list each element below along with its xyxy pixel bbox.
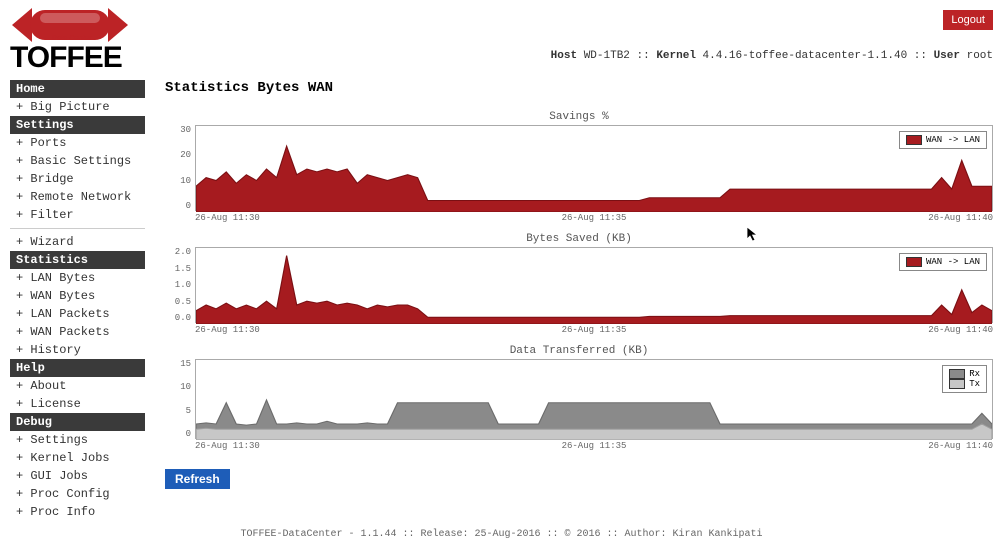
y-axis: 0.00.51.01.52.0 xyxy=(165,247,195,323)
nav-item[interactable]: + Proc Info xyxy=(10,503,145,521)
nav-item[interactable]: + Remote Network xyxy=(10,188,145,206)
chart-plot: WAN -> LAN xyxy=(195,247,993,323)
logo: Data-Center TOFFEE xyxy=(10,5,150,75)
nav-divider xyxy=(10,228,145,229)
logo-subtitle: Data-Center xyxy=(52,35,92,42)
x-axis: 26-Aug 11:3026-Aug 11:3526-Aug 11:40 xyxy=(195,213,993,223)
y-axis: 051015 xyxy=(165,359,195,439)
logo-text: TOFFEE xyxy=(10,41,150,75)
chart-legend: WAN -> LAN xyxy=(899,253,987,271)
page-title: Statistics Bytes WAN xyxy=(165,80,993,96)
nav-item[interactable]: + Filter xyxy=(10,206,145,224)
nav-item[interactable]: + Settings xyxy=(10,431,145,449)
nav-section-header: Home xyxy=(10,80,145,98)
refresh-button[interactable]: Refresh xyxy=(165,469,230,489)
chart-legend: RxTx xyxy=(942,365,987,393)
host-info: Host WD-1TB2 :: Kernel 4.4.16-toffee-dat… xyxy=(551,50,993,62)
chart-legend: WAN -> LAN xyxy=(899,131,987,149)
chart: Data Transferred (KB) 051015 RxTx 26-Aug 11… xyxy=(165,345,993,451)
nav-section-header: Statistics xyxy=(10,251,145,269)
x-axis: 26-Aug 11:3026-Aug 11:3526-Aug 11:40 xyxy=(195,325,993,335)
footer: TOFFEE-DataCenter - 1.1.44 :: Release: 2… xyxy=(0,521,1003,548)
chart-title: Bytes Saved (KB) xyxy=(165,233,993,245)
nav-item[interactable]: + Proc Config xyxy=(10,485,145,503)
nav-item[interactable]: + Big Picture xyxy=(10,98,145,116)
x-axis: 26-Aug 11:3026-Aug 11:3526-Aug 11:40 xyxy=(195,441,993,451)
sidebar: Home+ Big PictureSettings+ Ports+ Basic … xyxy=(10,80,145,521)
nav-section-header: Help xyxy=(10,359,145,377)
nav-item[interactable]: + About xyxy=(10,377,145,395)
logout-button[interactable]: Logout xyxy=(943,10,993,30)
nav-item[interactable]: + WAN Packets xyxy=(10,323,145,341)
chart-title: Data Transferred (KB) xyxy=(165,345,993,357)
nav-item[interactable]: + WAN Bytes xyxy=(10,287,145,305)
nav-item[interactable]: + GUI Jobs xyxy=(10,467,145,485)
nav-item[interactable]: + Ports xyxy=(10,134,145,152)
chart: Bytes Saved (KB) 0.00.51.01.52.0 WAN -> LA… xyxy=(165,233,993,335)
chart: Savings % 0102030 WAN -> LAN 26-Aug 11:3026… xyxy=(165,111,993,223)
nav-item[interactable]: + Basic Settings xyxy=(10,152,145,170)
nav-item[interactable]: + LAN Bytes xyxy=(10,269,145,287)
nav-section-header: Settings xyxy=(10,116,145,134)
nav-item[interactable]: + Kernel Jobs xyxy=(10,449,145,467)
chart-plot: WAN -> LAN xyxy=(195,125,993,211)
nav-item[interactable]: + Wizard xyxy=(10,233,145,251)
nav-item[interactable]: + License xyxy=(10,395,145,413)
chart-plot: RxTx xyxy=(195,359,993,439)
y-axis: 0102030 xyxy=(165,125,195,211)
nav-item[interactable]: + Bridge xyxy=(10,170,145,188)
nav-item[interactable]: + History xyxy=(10,341,145,359)
chart-title: Savings % xyxy=(165,111,993,123)
nav-section-header: Debug xyxy=(10,413,145,431)
nav-item[interactable]: + LAN Packets xyxy=(10,305,145,323)
